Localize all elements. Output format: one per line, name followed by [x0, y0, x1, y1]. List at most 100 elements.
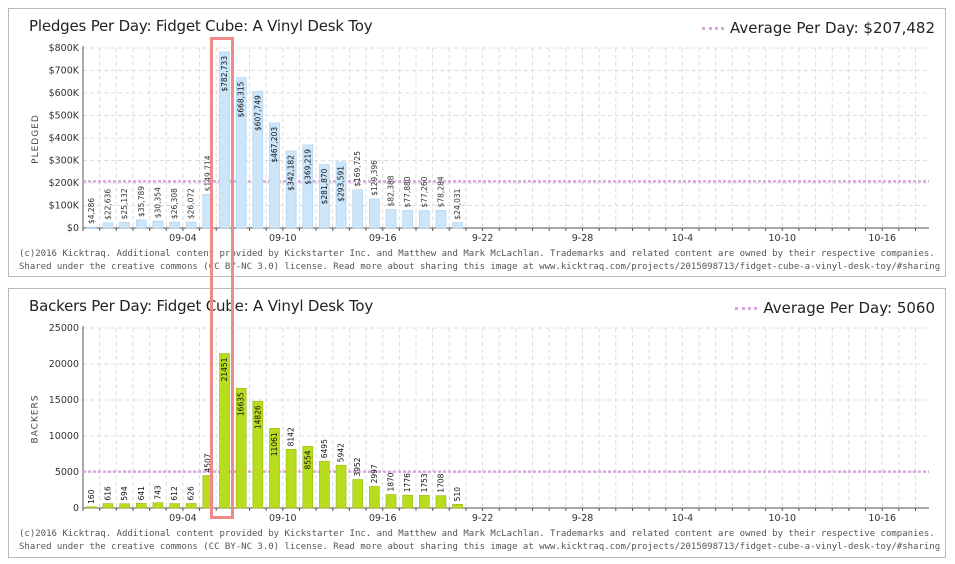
- backers-bar: [435, 495, 447, 509]
- pledges-value-label: $77,260: [420, 176, 429, 207]
- pledges-y-tick-label: $500K: [49, 111, 80, 122]
- backers-x-tick-label: 09-16: [369, 513, 397, 524]
- backers-bar: [402, 494, 413, 509]
- average-line-swatch: [702, 27, 725, 30]
- backers-value-label: 1870: [387, 472, 396, 491]
- backers-x-tick-label: 10-4: [672, 513, 694, 524]
- pledges-value-label: $467,203: [270, 127, 279, 163]
- backers-bar: [302, 446, 314, 509]
- pledges-value-label: $281,870: [320, 168, 329, 204]
- average-line-swatch: [735, 307, 758, 310]
- pledges-bar: [135, 219, 147, 229]
- credit-line-2: Shared under the creative commons (CC BY…: [19, 262, 941, 272]
- pledges-bar: [202, 194, 214, 229]
- backers-value-label: 6495: [320, 439, 329, 458]
- backers-y-tick-label: 20000: [49, 359, 79, 370]
- backers-value-label: 510: [453, 487, 462, 502]
- pledges-y-tick-label: $0: [67, 223, 79, 234]
- backers-value-label: 3952: [353, 457, 362, 476]
- backers-value-label: 594: [120, 486, 129, 501]
- backers-chart-panel: Backers Per Day: Fidget Cube: A Vinyl De…: [8, 288, 946, 558]
- backers-x-tick-label: 9-28: [572, 513, 594, 524]
- pledges-average-value: $207,482: [863, 19, 935, 37]
- pledges-bar: [152, 220, 164, 229]
- backers-value-label: 626: [187, 486, 196, 501]
- pledges-bar: [86, 226, 97, 229]
- pledges-x-tick-label: 9-28: [572, 233, 594, 244]
- pledges-bar: [252, 90, 264, 229]
- backers-bar: [252, 400, 264, 509]
- backers-bar: [119, 503, 130, 509]
- pledges-bar: [402, 210, 413, 229]
- pledges-average-label: Average Per Day:: [730, 19, 859, 37]
- backers-bar: [369, 486, 380, 509]
- pledges-value-label: $24,031: [453, 188, 462, 219]
- backers-bar: [152, 502, 164, 509]
- backers-x-tick-label: 9-22: [472, 513, 494, 524]
- backers-average-legend: Average Per Day: 5060: [735, 299, 935, 317]
- pledges-value-label: $35,789: [137, 186, 146, 217]
- pledges-value-label: $26,308: [170, 188, 179, 219]
- backers-bar: [235, 387, 247, 509]
- pledges-bar: [269, 122, 280, 229]
- pledges-x-tick-label: 09-10: [269, 233, 297, 244]
- pledges-bar: [335, 161, 347, 229]
- pledges-bar: [319, 164, 330, 229]
- pledges-value-label: $129,396: [370, 160, 379, 196]
- pledges-value-label: $369,219: [303, 149, 312, 185]
- pledges-value-label: $169,725: [353, 151, 362, 187]
- backers-value-label: 8142: [287, 427, 296, 446]
- pledges-y-tick-label: $800K: [49, 43, 80, 54]
- backers-value-label: 1753: [420, 473, 429, 492]
- backers-y-tick-label: 15000: [49, 395, 79, 406]
- pledges-credit: (c)2016 Kicktraq. Additional content pro…: [19, 248, 940, 274]
- pledges-chart-svg: $0 $100K $200K $300K $400K $500K $600K $700K $80…: [49, 43, 929, 244]
- pledges-y-tick-label: $200K: [49, 178, 80, 189]
- backers-x-tick-label: 09-04: [169, 513, 197, 524]
- pledges-bar: [385, 209, 397, 229]
- backers-value-label: 11061: [270, 432, 279, 456]
- backers-y-tick-label: 10000: [49, 431, 79, 442]
- backers-bar: [185, 503, 197, 509]
- backers-value-label: 4507: [203, 453, 212, 472]
- pledges-x-tick-label: 10-16: [868, 233, 896, 244]
- backers-value-label: 641: [137, 486, 146, 501]
- backers-average-value: 5060: [896, 299, 935, 317]
- pledges-y-tick-label: $700K: [49, 66, 80, 77]
- backers-bar: [335, 464, 347, 509]
- backers-bar: [419, 495, 430, 509]
- credit-line-1: (c)2016 Kicktraq. Additional content pro…: [19, 249, 935, 259]
- pledges-value-label: $30,354: [153, 187, 162, 218]
- pledges-bar: [185, 221, 197, 229]
- backers-bar: [269, 428, 280, 509]
- pledges-bar: [102, 222, 114, 229]
- backers-y-tick-label: 25000: [49, 323, 79, 334]
- backers-x-tick-label: 09-10: [269, 513, 297, 524]
- pledges-value-label: $82,388: [387, 175, 396, 206]
- backers-x-tick-label: 10-16: [868, 513, 896, 524]
- backers-value-label: 612: [170, 486, 179, 501]
- backers-value-label: 21451: [220, 357, 229, 381]
- backers-bar: [102, 503, 114, 509]
- pledges-bar: [352, 189, 364, 229]
- pledges-x-tick-label: 09-04: [169, 233, 197, 244]
- pledges-value-label: $25,132: [120, 188, 129, 219]
- pledges-chart-title: Pledges Per Day: Fidget Cube: A Vinyl De…: [29, 17, 373, 35]
- pledges-value-label: $342,182: [287, 155, 296, 191]
- pledges-value-label: $22,636: [103, 189, 112, 220]
- pledges-value-label: $607,749: [253, 95, 262, 131]
- backers-credit: (c)2016 Kicktraq. Additional content pro…: [19, 528, 940, 554]
- backers-bar: [452, 504, 463, 509]
- pledges-value-label: $26,072: [187, 188, 196, 219]
- pledges-value-label: $293,591: [337, 166, 346, 202]
- pledges-value-label: $4,286: [87, 198, 96, 224]
- backers-bar: [135, 503, 147, 509]
- pledges-bar: [419, 210, 430, 229]
- pledges-y-tick-label: $400K: [49, 133, 80, 144]
- backers-bar: [352, 479, 364, 509]
- backers-bar: [169, 503, 180, 509]
- pledges-bar: [435, 210, 447, 229]
- backers-average-label: Average Per Day:: [763, 299, 893, 317]
- backers-chart-svg: 0 5000 10000 15000 20000 25000 09-04 09-10 09-16…: [49, 323, 929, 524]
- backers-value-label: 160: [87, 489, 96, 504]
